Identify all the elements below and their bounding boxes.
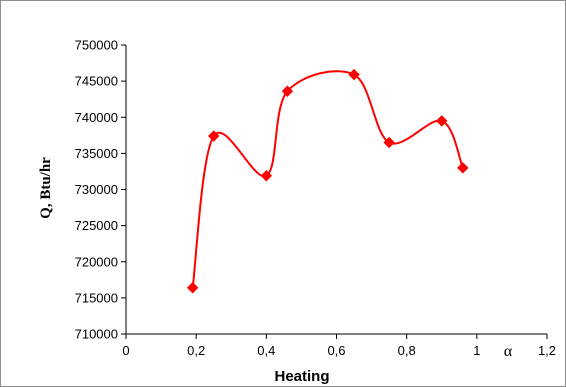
series-line: [191, 70, 464, 288]
y-tick-label: 715000: [75, 290, 118, 305]
y-tick-labels: 710000 715000 720000 725000 730000 735000 7400…: [75, 38, 118, 342]
x-axis-symbol: α: [504, 343, 513, 360]
data-markers: [186, 68, 469, 294]
data-point: [383, 136, 395, 149]
data-point: [208, 130, 220, 142]
data-point: [457, 162, 469, 174]
data-point: [348, 68, 360, 81]
x-tick-label: 0,2: [187, 343, 205, 358]
y-tick-label: 730000: [75, 182, 118, 197]
x-tick-label: 1,2: [538, 343, 556, 358]
x-tick-label: 0,4: [257, 343, 275, 358]
x-axis-label: Heating: [274, 368, 329, 385]
x-tick-label: 1: [473, 343, 480, 358]
x-tick-label: 0,6: [327, 343, 345, 358]
y-tick-label: 725000: [75, 218, 118, 233]
x-tick-label: 0: [122, 343, 129, 358]
y-tick-label: 710000: [75, 327, 118, 342]
y-axis-label: Q, Btu/hr: [38, 157, 54, 219]
x-tick-labels: 0 0,2 0,4 0,6 0,8 1 1,2: [122, 343, 556, 358]
y-tick-label: 735000: [75, 146, 118, 161]
axes: [121, 44, 548, 339]
data-point: [260, 170, 273, 182]
data-point: [281, 85, 294, 97]
y-tick-label: 740000: [75, 110, 118, 125]
y-tick-label: 745000: [75, 74, 118, 89]
y-tick-label: 720000: [75, 254, 118, 269]
x-tick-label: 0,8: [398, 343, 416, 358]
data-point: [436, 115, 448, 127]
data-point: [186, 282, 199, 294]
y-tick-label: 750000: [75, 38, 118, 53]
